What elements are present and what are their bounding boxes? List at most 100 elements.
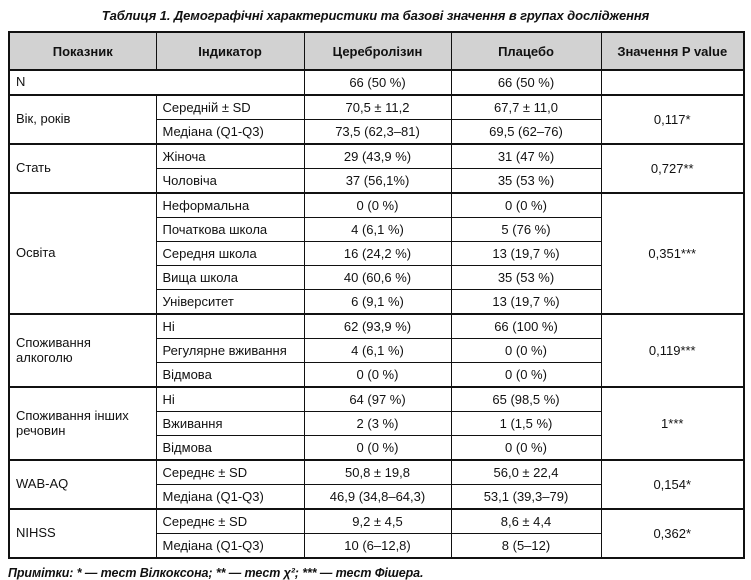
group-label-cell: Споживання інших речовин xyxy=(8,386,157,461)
cerebrolysin-value-cell: 50,8 ± 19,8 xyxy=(303,459,452,485)
indicator-cell: Початкова школа xyxy=(155,217,305,242)
cerebrolysin-value-cell: 73,5 (62,3–81) xyxy=(303,119,452,145)
table-row: NIHSS Середнє ± SD 9,2 ± 4,5 8,6 ± 4,4 0,362… xyxy=(8,508,745,559)
table-row: Споживання алкоголю Ні 62 (93,9 %) 66 (100 … xyxy=(8,313,745,388)
table-row: Медіана (Q1-Q3) 46,9 (34,8–64,3) 53,1 (39,… xyxy=(9,484,744,510)
table-row: Вік, років Середній ± SD 70,5 ± 11,2 67,7 ±… xyxy=(8,94,745,145)
placebo-value-cell: 0 (0 %) xyxy=(450,435,602,461)
table-row: Медіана (Q1-Q3) 10 (6–12,8) 8 (5–12) xyxy=(9,533,744,559)
cerebrolysin-value-cell: 0 (0 %) xyxy=(303,192,452,218)
cerebrolysin-value-cell: 0 (0 %) xyxy=(303,362,452,388)
cerebrolysin-value-cell: 29 (43,9 %) xyxy=(303,143,452,169)
cerebrolysin-value-cell: 46,9 (34,8–64,3) xyxy=(303,484,452,510)
indicator-cell: Медіана (Q1-Q3) xyxy=(155,533,305,559)
placebo-value-cell: 5 (76 %) xyxy=(450,217,602,242)
indicator-cell: Відмова xyxy=(155,362,305,388)
p-value-cell: 1*** xyxy=(600,386,745,461)
indicator-cell: Вища школа xyxy=(155,265,305,290)
cerebrolysin-value-cell: 37 (56,1%) xyxy=(303,168,452,194)
cerebrolysin-value-cell: 70,5 ± 11,2 xyxy=(303,94,452,120)
placebo-value-cell: 69,5 (62–76) xyxy=(450,119,602,145)
placebo-value-cell: 35 (53 %) xyxy=(450,168,602,194)
p-value-cell: 0,117* xyxy=(600,94,745,145)
indicator-cell: Вживання xyxy=(155,411,305,436)
cerebrolysin-value-cell: 6 (9,1 %) xyxy=(303,289,452,315)
indicator-cell: Середня школа xyxy=(155,241,305,266)
placebo-value-cell: 65 (98,5 %) xyxy=(450,386,602,412)
indicator-cell: Жіноча xyxy=(155,143,305,169)
table-row: Вживання 2 (3 %) 1 (1,5 %) xyxy=(9,411,744,436)
placebo-value-cell: 13 (19,7 %) xyxy=(450,241,602,266)
placebo-value-cell: 0 (0 %) xyxy=(450,338,602,363)
cerebrolysin-value-cell: 4 (6,1 %) xyxy=(303,217,452,242)
column-header-placebo: Плацебо xyxy=(450,31,602,71)
table-row: Вища школа 40 (60,6 %) 35 (53 %) xyxy=(9,265,744,290)
group-label-cell: NIHSS xyxy=(8,508,157,559)
p-value-cell: 0,727** xyxy=(600,143,745,194)
table-row: WAB-AQ Середнє ± SD 50,8 ± 19,8 56,0 ± 22,4… xyxy=(8,459,745,510)
indicator-cell: Чоловіча xyxy=(155,168,305,194)
indicator-cell: Ні xyxy=(155,386,305,412)
cerebrolysin-value-cell: 2 (3 %) xyxy=(303,411,452,436)
placebo-value-cell: 8 (5–12) xyxy=(450,533,602,559)
table-row: Відмова 0 (0 %) 0 (0 %) xyxy=(9,362,744,388)
indicator-cell: Середнє ± SD xyxy=(155,459,305,485)
cerebrolysin-value-cell: 64 (97 %) xyxy=(303,386,452,412)
p-value-cell: 0,154* xyxy=(600,459,745,510)
column-header-pokaznyk: Показник xyxy=(8,31,157,71)
cerebrolysin-value-cell: 10 (6–12,8) xyxy=(303,533,452,559)
placebo-value-cell: 53,1 (39,3–79) xyxy=(450,484,602,510)
column-header-cerebrolysin: Церебролізин xyxy=(303,31,452,71)
column-header-pvalue: Значення P value xyxy=(600,31,745,71)
placebo-value-cell: 1 (1,5 %) xyxy=(450,411,602,436)
placebo-value-cell: 67,7 ± 11,0 xyxy=(450,94,602,120)
column-header-indykator: Індикатор xyxy=(155,31,305,71)
placebo-value-cell: 56,0 ± 22,4 xyxy=(450,459,602,485)
table-footnote: Примітки: * — тест Вілкоксона; ** — тест… xyxy=(8,566,424,580)
group-label-cell: N xyxy=(8,69,305,96)
placebo-value-cell: 66 (50 %) xyxy=(450,69,602,96)
table-row: Чоловіча 37 (56,1%) 35 (53 %) xyxy=(9,168,744,194)
placebo-value-cell: 35 (53 %) xyxy=(450,265,602,290)
placebo-value-cell: 0 (0 %) xyxy=(450,192,602,218)
demographics-table: Показник Індикатор Церебролізин Плацебо … xyxy=(8,31,745,559)
indicator-cell: Відмова xyxy=(155,435,305,461)
indicator-cell: Ні xyxy=(155,313,305,339)
indicator-cell: Регулярне вживання xyxy=(155,338,305,363)
group-label-cell: Освіта xyxy=(8,192,157,315)
table-row: Медіана (Q1-Q3) 73,5 (62,3–81) 69,5 (62–76… xyxy=(9,119,744,145)
table-header-row: Показник Індикатор Церебролізин Плацебо … xyxy=(8,31,745,71)
group-label-cell: Вік, років xyxy=(8,94,157,145)
table-caption: Таблиця 1. Демографічні характеристики т… xyxy=(101,8,650,23)
p-value-cell: 0,351*** xyxy=(600,192,745,315)
table-row: Регулярне вживання 4 (6,1 %) 0 (0 %) xyxy=(9,338,744,363)
placebo-value-cell: 8,6 ± 4,4 xyxy=(450,508,602,534)
p-value-cell: 0,119*** xyxy=(600,313,745,388)
group-label-cell: Стать xyxy=(8,143,157,194)
cerebrolysin-value-cell: 4 (6,1 %) xyxy=(303,338,452,363)
indicator-cell: Медіана (Q1-Q3) xyxy=(155,119,305,145)
cerebrolysin-value-cell: 0 (0 %) xyxy=(303,435,452,461)
table-row: Освіта Неформальна 0 (0 %) 0 (0 %) 0,351*** xyxy=(8,192,745,315)
p-value-cell: 0,362* xyxy=(600,508,745,559)
table-row: Відмова 0 (0 %) 0 (0 %) xyxy=(9,435,744,461)
placebo-value-cell: 66 (100 %) xyxy=(450,313,602,339)
table-row: Стать Жіноча 29 (43,9 %) 31 (47 %) 0,727** xyxy=(8,143,745,194)
indicator-cell: Середній ± SD xyxy=(155,94,305,120)
group-label-cell: Споживання алкоголю xyxy=(8,313,157,388)
cerebrolysin-value-cell: 9,2 ± 4,5 xyxy=(303,508,452,534)
indicator-cell: Університет xyxy=(155,289,305,315)
placebo-value-cell: 31 (47 %) xyxy=(450,143,602,169)
p-value-cell xyxy=(600,69,745,96)
indicator-cell: Середнє ± SD xyxy=(155,508,305,534)
cerebrolysin-value-cell: 66 (50 %) xyxy=(303,69,452,96)
placebo-value-cell: 13 (19,7 %) xyxy=(450,289,602,315)
table-row: Споживання інших речовин Ні 64 (97 %) 65 (9… xyxy=(8,386,745,461)
table-body: N 66 (50 %) 66 (50 %) Вік, років Середній ± … xyxy=(8,69,745,559)
placebo-value-cell: 0 (0 %) xyxy=(450,362,602,388)
cerebrolysin-value-cell: 40 (60,6 %) xyxy=(303,265,452,290)
table-row: N 66 (50 %) 66 (50 %) xyxy=(8,69,745,96)
table-row: Початкова школа 4 (6,1 %) 5 (76 %) xyxy=(9,217,744,242)
cerebrolysin-value-cell: 16 (24,2 %) xyxy=(303,241,452,266)
